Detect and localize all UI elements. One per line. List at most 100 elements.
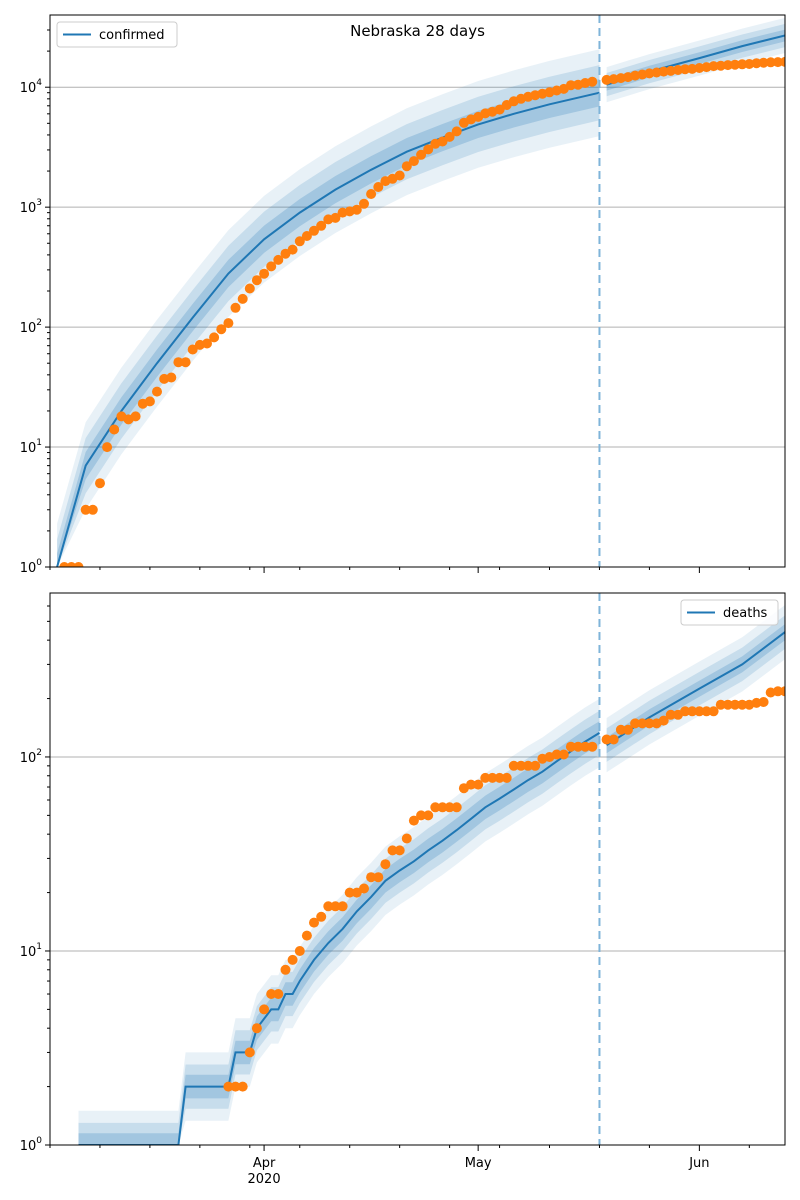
observed-point <box>359 198 369 209</box>
legend-label: deaths <box>723 606 768 621</box>
observed-point <box>437 802 448 813</box>
observed-point <box>344 887 355 898</box>
legend-box <box>680 599 779 626</box>
deaths-axes-frame <box>49 592 786 1146</box>
observed-point <box>715 699 726 710</box>
observed-point <box>587 741 598 752</box>
deaths-observed-points <box>223 686 785 1092</box>
y-tick-label: 104 <box>20 78 43 96</box>
observed-point <box>266 261 277 272</box>
confirmed-uncertainty-bands <box>57 17 785 567</box>
observed-point <box>772 686 783 697</box>
observed-point <box>130 411 141 422</box>
observed-point <box>109 424 120 435</box>
x-tick-label: Jun <box>688 1156 709 1171</box>
confirmed-observed-points <box>59 56 785 567</box>
uncertainty-band <box>57 49 600 567</box>
observed-point <box>737 699 748 710</box>
observed-point <box>765 57 776 68</box>
observed-point <box>658 715 669 726</box>
observed-point <box>523 760 534 771</box>
model-line <box>56 91 600 567</box>
observed-point <box>558 749 569 760</box>
y-tick-exp: 4 <box>36 78 42 88</box>
observed-point <box>508 760 519 771</box>
observed-point <box>473 779 484 790</box>
observed-point <box>587 76 598 87</box>
deaths-uncertainty-bands <box>78 605 785 1145</box>
observed-point <box>230 302 241 313</box>
y-tick-label: 101 <box>20 438 42 456</box>
observed-point <box>444 802 455 813</box>
y-tick-exp: 2 <box>36 318 42 328</box>
observed-point <box>573 741 584 752</box>
observed-point <box>430 802 441 813</box>
observed-point <box>615 724 626 735</box>
observed-point <box>623 724 633 735</box>
observed-point <box>244 283 255 294</box>
observed-point <box>273 989 284 999</box>
observed-point <box>722 60 733 71</box>
y-tick-label: 103 <box>20 198 42 216</box>
observed-point <box>601 734 612 745</box>
observed-point <box>180 357 191 368</box>
observed-point <box>416 810 427 821</box>
uncertainty-band <box>78 698 600 1145</box>
observed-point <box>173 357 184 368</box>
deaths-legend: deaths <box>680 599 779 626</box>
model-line <box>78 732 601 1145</box>
observed-point <box>337 901 348 912</box>
observed-point <box>480 772 491 783</box>
observed-point <box>772 57 783 68</box>
x-tick-label: Apr <box>253 1156 276 1171</box>
observed-point <box>287 244 298 255</box>
observed-point <box>608 734 619 745</box>
observed-point <box>401 833 412 844</box>
observed-point <box>301 231 312 241</box>
observed-point <box>401 161 412 172</box>
y-tick-base: 10 <box>20 945 37 960</box>
observed-point <box>294 236 305 247</box>
confirmed-legend: confirmed <box>56 21 178 48</box>
uncertainty-band <box>606 605 785 773</box>
observed-point <box>694 706 705 717</box>
observed-point <box>780 686 785 697</box>
observed-point <box>687 706 698 717</box>
observed-point <box>309 225 319 236</box>
x-tick-year-label: 2020 <box>248 1172 281 1187</box>
observed-point <box>237 1081 248 1092</box>
observed-point <box>373 872 384 883</box>
chart-title: Nebraska 28 days <box>350 22 485 40</box>
observed-point <box>680 64 691 75</box>
observed-point <box>251 275 262 286</box>
y-tick-label: 100 <box>20 558 43 576</box>
observed-point <box>437 136 448 147</box>
observed-point <box>451 802 462 813</box>
observed-point <box>273 254 284 265</box>
observed-point <box>451 126 462 137</box>
observed-point <box>259 1004 270 1015</box>
y-tick-exp: 3 <box>36 198 42 208</box>
observed-point <box>551 749 562 760</box>
y-tick-label: 102 <box>20 318 42 336</box>
observed-point <box>216 324 227 335</box>
observed-point <box>73 562 84 567</box>
observed-point <box>152 386 162 397</box>
observed-point <box>323 901 334 912</box>
y-tick-label: 101 <box>20 942 42 960</box>
observed-point <box>301 930 312 941</box>
observed-point <box>309 917 319 928</box>
observed-point <box>423 810 434 821</box>
y-tick-base: 10 <box>20 321 37 336</box>
observed-point <box>373 182 384 192</box>
observed-point <box>730 699 740 710</box>
observed-point <box>737 59 748 70</box>
observed-point <box>394 170 405 181</box>
observed-point <box>366 189 377 199</box>
observed-point <box>665 709 676 720</box>
observed-point <box>580 741 591 752</box>
observed-point <box>680 706 691 717</box>
